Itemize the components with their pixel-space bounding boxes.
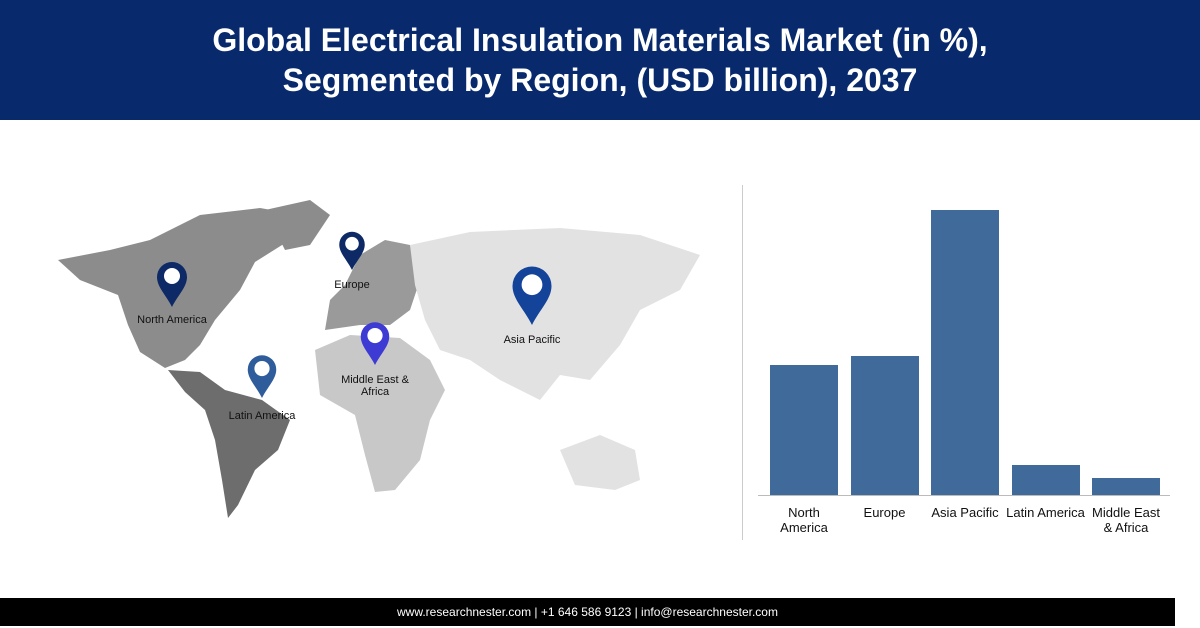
footer-text: www.researchnester.com | +1 646 586 9123…: [397, 605, 778, 619]
divider: [742, 185, 743, 540]
bar: [931, 210, 999, 495]
pin-dot: [164, 268, 180, 284]
pin-label: Asia Pacific: [503, 334, 561, 346]
bar: [850, 356, 919, 495]
africa: [315, 335, 445, 492]
pin-dot: [254, 360, 270, 377]
pin-label: Europe: [334, 279, 370, 291]
map-pin: [512, 266, 552, 325]
x-tick-label: Asia Pacific: [931, 505, 999, 520]
header: Global Electrical Insulation Materials M…: [0, 0, 1200, 120]
x-tick-label: Middle East & Africa: [1092, 505, 1160, 535]
bar: [1011, 464, 1080, 495]
greenland: [265, 200, 330, 250]
europe: [325, 240, 420, 330]
asia: [410, 228, 700, 400]
pin-dot: [521, 274, 543, 296]
pin-label: Middle East & Africa: [341, 374, 409, 398]
baseline: [758, 495, 1170, 496]
latin-america: [168, 370, 290, 518]
bar: [1092, 477, 1160, 495]
x-tick-label: Europe: [863, 505, 906, 520]
x-tick-label: Latin America: [1006, 505, 1085, 520]
pin-label: North America: [137, 314, 207, 326]
title: Global Electrical Insulation Materials M…: [212, 22, 988, 98]
map-pin: [247, 355, 277, 398]
pin-dot: [345, 236, 359, 251]
x-tick-label: North America: [780, 505, 828, 535]
world-map: [58, 200, 700, 518]
bar: [770, 365, 838, 495]
map-pin: [157, 262, 187, 307]
pin-dot: [367, 327, 383, 344]
australia: [560, 435, 640, 490]
footer: www.researchnester.com | +1 646 586 9123…: [0, 598, 1175, 626]
pin-label: Latin America: [228, 410, 296, 422]
map-pin: [360, 322, 390, 365]
map-pin: [339, 231, 365, 270]
